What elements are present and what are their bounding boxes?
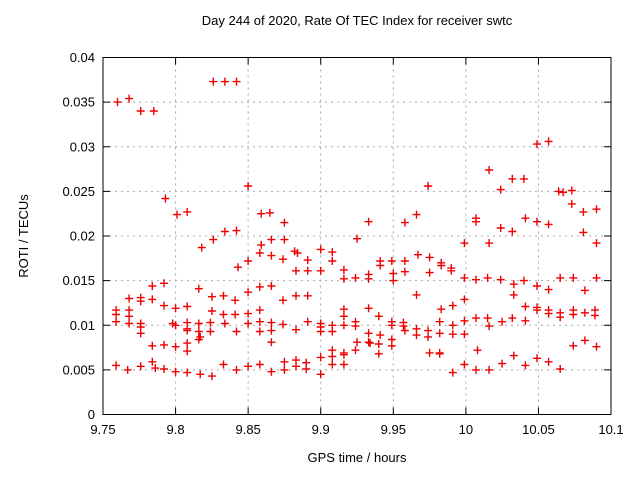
x-axis-label: GPS time / hours [307,450,407,465]
data-points [112,77,601,381]
x-tick-label: 9.85 [235,422,260,437]
y-tick-label: 0.03 [70,139,95,154]
x-tick-label: 10.1 [598,422,623,437]
y-tick-label: 0.04 [70,50,95,65]
x-tick-label: 9.8 [167,422,185,437]
y-tick-label: 0.025 [62,184,95,199]
y-tick-label: 0.015 [62,273,95,288]
x-tick-label: 9.9 [312,422,330,437]
x-tick-label: 9.95 [381,422,406,437]
x-tick-label: 10.05 [522,422,555,437]
x-tick-label: 10 [459,422,473,437]
x-tick-label: 9.75 [90,422,115,437]
y-tick-label: 0.035 [62,95,95,110]
y-tick-label: 0 [88,407,95,422]
y-tick-label: 0.005 [62,362,95,377]
y-tick-label: 0.02 [70,229,95,244]
chart-title: Day 244 of 2020, Rate Of TEC Index for r… [201,13,513,28]
y-tick-label: 0.01 [70,318,95,333]
